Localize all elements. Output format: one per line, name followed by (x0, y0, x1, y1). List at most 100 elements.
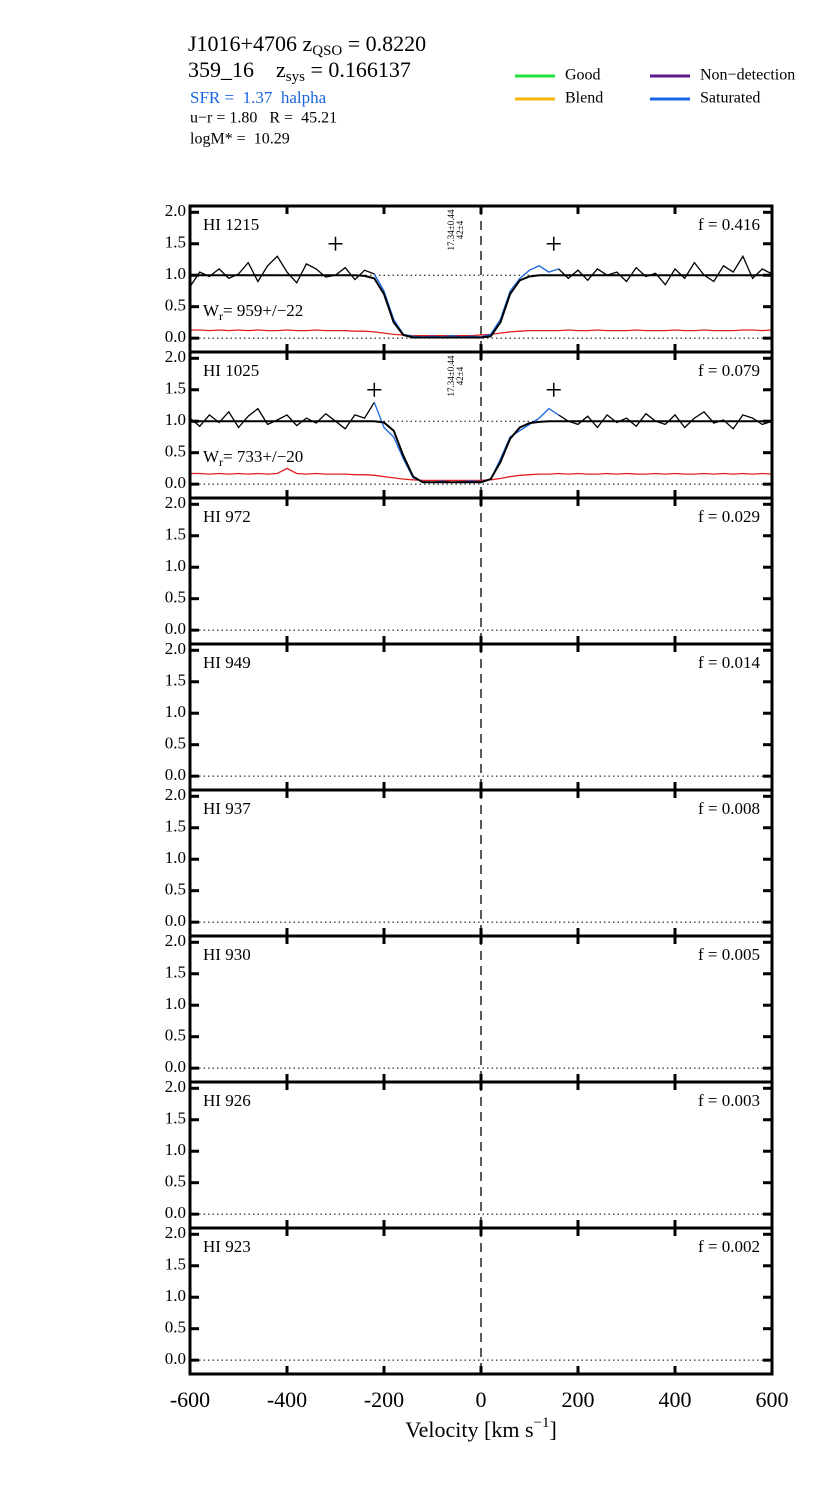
title-text: J1016+4706 z (188, 31, 312, 56)
y-tick-label: 1.0 (165, 410, 186, 429)
x-tick-label: -200 (364, 1387, 404, 1412)
w-symbol: W (203, 301, 220, 320)
x-tick-label: 400 (659, 1387, 692, 1412)
title-text: 359_16 z (188, 57, 286, 82)
x-axis-label: Velocity [km s−1] (405, 1415, 557, 1442)
y-tick-label: 1.0 (165, 264, 186, 283)
y-tick-label: 2.0 (165, 1223, 186, 1242)
y-tick-label: 1.0 (165, 1286, 186, 1305)
plus-marker (328, 236, 343, 251)
title-line-2: 359_16 zsys = 0.166137 (188, 57, 411, 85)
y-tick-label: 0.5 (165, 296, 186, 315)
spectrum-model (190, 420, 772, 484)
y-tick-label: 0.5 (165, 1026, 186, 1045)
subscript: sys (286, 69, 305, 85)
spectrum-flux (189, 254, 773, 287)
y-tick-label: 2.0 (165, 931, 186, 950)
spectrum-model (190, 274, 772, 339)
y-tick-label: 2.0 (165, 639, 186, 658)
y-tick-label: 1.0 (165, 1140, 186, 1159)
x-tick-label: -400 (267, 1387, 307, 1412)
spectrum-error (190, 467, 773, 482)
y-tick-label: 0.0 (165, 473, 186, 492)
subscript: QSO (312, 43, 342, 59)
y-tick-label: 1.5 (165, 671, 186, 690)
panel-f-label: f = 0.008 (698, 799, 760, 818)
w-subscript: r (219, 309, 223, 323)
y-tick-label: 0.0 (165, 1349, 186, 1368)
legend-label: Good (565, 67, 601, 84)
x-axis-superscript: −1 (534, 1415, 550, 1431)
panel-label: HI 926 (203, 1091, 251, 1110)
y-tick-label: 2.0 (165, 201, 186, 220)
y-tick-label: 0.5 (165, 1172, 186, 1191)
x-tick-label: 200 (562, 1387, 595, 1412)
x-axis-text: Velocity [km s (405, 1417, 533, 1442)
y-tick-label: 1.0 (165, 556, 186, 575)
x-axis-text: ] (549, 1417, 556, 1442)
y-tick-label: 1.5 (165, 525, 186, 544)
y-tick-label: 2.0 (165, 493, 186, 512)
panel-f-label: f = 0.029 (698, 507, 760, 526)
title-text: = 0.8220 (342, 31, 426, 56)
y-tick-label: 0.5 (165, 1318, 186, 1337)
w-symbol: W (203, 447, 220, 466)
panel-label: HI 972 (203, 507, 251, 526)
mass-label: logM* = 10.29 (190, 131, 290, 148)
y-tick-label: 0.0 (165, 911, 186, 930)
y-tick-label: 1.5 (165, 233, 186, 252)
y-tick-label: 0.5 (165, 880, 186, 899)
y-tick-label: 2.0 (165, 347, 186, 366)
y-tick-label: 1.5 (165, 379, 186, 398)
w-value: = 733+/−20 (223, 447, 303, 466)
y-tick-label: 0.0 (165, 765, 186, 784)
plus-marker (546, 382, 561, 397)
y-tick-label: 1.5 (165, 963, 186, 982)
panel-f-label: f = 0.416 (698, 215, 760, 234)
y-tick-label: 1.5 (165, 1109, 186, 1128)
legend-label: Non−detection (700, 67, 795, 84)
legend-label: Saturated (700, 90, 760, 107)
color-label: u−r = 1.80 R = 45.21 (190, 110, 337, 127)
panel-label: HI 949 (203, 653, 251, 672)
y-tick-label: 0.5 (165, 734, 186, 753)
spectrum-saturated (373, 402, 559, 483)
panel-f-label: f = 0.002 (698, 1237, 760, 1256)
fit-annotation: 42±4 (455, 366, 465, 385)
x-tick-label: -600 (170, 1387, 210, 1412)
w-subscript: r (219, 455, 223, 469)
panel-f-label: f = 0.079 (698, 361, 760, 380)
y-tick-label: 0.0 (165, 619, 186, 638)
w-value: = 959+/−22 (223, 301, 303, 320)
y-tick-label: 2.0 (165, 785, 186, 804)
y-tick-label: 0.0 (165, 1203, 186, 1222)
y-tick-label: 0.0 (165, 327, 186, 346)
title-text: = 0.166137 (305, 57, 411, 82)
panel-label: HI 937 (203, 799, 251, 818)
panel-f-label: f = 0.005 (698, 945, 760, 964)
panel-label: HI 930 (203, 945, 251, 964)
legend-label: Blend (565, 90, 603, 107)
spectrum-error (190, 329, 773, 337)
x-tick-label: 600 (756, 1387, 789, 1412)
panel-f-label: f = 0.003 (698, 1091, 760, 1110)
plus-marker (546, 236, 561, 251)
y-tick-label: 2.0 (165, 1077, 186, 1096)
y-tick-label: 0.5 (165, 442, 186, 461)
fit-annotation: 42±4 (455, 220, 465, 239)
y-tick-label: 1.5 (165, 817, 186, 836)
y-tick-label: 0.5 (165, 588, 186, 607)
y-tick-label: 0.0 (165, 1057, 186, 1076)
panel-label: HI 1215 (203, 215, 259, 234)
panel-f-label: f = 0.014 (698, 653, 760, 672)
x-tick-label: 0 (476, 1387, 487, 1412)
equivalent-width: Wr= 959+/−22 (203, 301, 303, 323)
panel-label: HI 1025 (203, 361, 259, 380)
y-tick-label: 1.0 (165, 702, 186, 721)
fit-annotation: 17.34±0.44 (446, 209, 456, 250)
equivalent-width: Wr= 733+/−20 (203, 447, 303, 469)
title-line-1: J1016+4706 zQSO = 0.8220 (188, 31, 426, 59)
plus-marker (367, 382, 382, 397)
y-tick-label: 1.0 (165, 994, 186, 1013)
